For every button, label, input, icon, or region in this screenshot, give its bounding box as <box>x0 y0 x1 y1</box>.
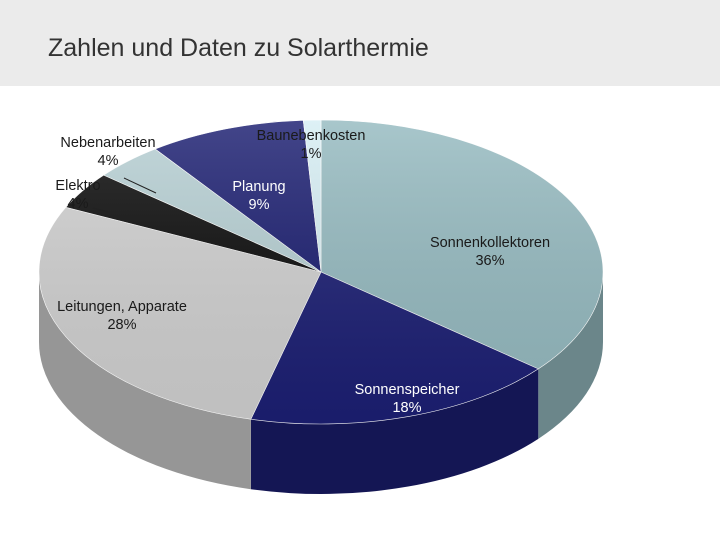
slice-percent: 18% <box>392 400 421 416</box>
slice-percent: 9% <box>249 197 270 213</box>
slice-label-nebenarbeiten: Nebenarbeiten 4% <box>60 135 155 169</box>
pie-side-leitungen-apparate <box>38 272 251 490</box>
pie-chart: Sonnenkollektoren 36% Sonnenspeicher 18% Lei… <box>38 119 604 494</box>
slice-label-leitungen-apparate: Leitungen, Apparate 28% <box>57 299 187 333</box>
slice-percent: 1% <box>301 146 322 162</box>
page-title: Zahlen und Daten zu Solarthermie <box>48 34 429 62</box>
pie-top <box>38 119 604 425</box>
slice-name: Baunebenkosten <box>257 128 366 144</box>
slice-label-baunebenkosten: Baunebenkosten 1% <box>257 128 366 162</box>
slice-percent: 36% <box>475 253 504 269</box>
leader-line <box>123 177 157 194</box>
slice-name: Sonnenspeicher <box>355 382 460 398</box>
slice-label-planung: Planung 9% <box>232 179 285 213</box>
slice-name: Leitungen, Apparate <box>57 299 187 315</box>
slice-label-sonnenspeicher: Sonnenspeicher 18% <box>355 382 460 416</box>
pie-side-sonnenspeicher <box>250 368 539 494</box>
pie-leaders <box>92 177 157 213</box>
leader-line <box>92 207 109 213</box>
slice-percent: 4% <box>98 153 119 169</box>
slice-name: Elektro <box>55 178 100 194</box>
pie-labels: Sonnenkollektoren 36% Sonnenspeicher 18% Lei… <box>55 128 550 416</box>
slice-name: Planung <box>232 179 285 195</box>
slice-name: Nebenarbeiten <box>60 135 155 151</box>
page-header: Zahlen und Daten zu Solarthermie <box>0 0 720 86</box>
slice-name: Sonnenkollektoren <box>430 235 550 251</box>
slice-percent: 28% <box>107 317 136 333</box>
slice-label-elektro: Elektro 4% <box>55 178 100 212</box>
slice-label-sonnenkollektoren: Sonnenkollektoren 36% <box>430 235 550 269</box>
slice-percent: 4% <box>68 196 89 212</box>
